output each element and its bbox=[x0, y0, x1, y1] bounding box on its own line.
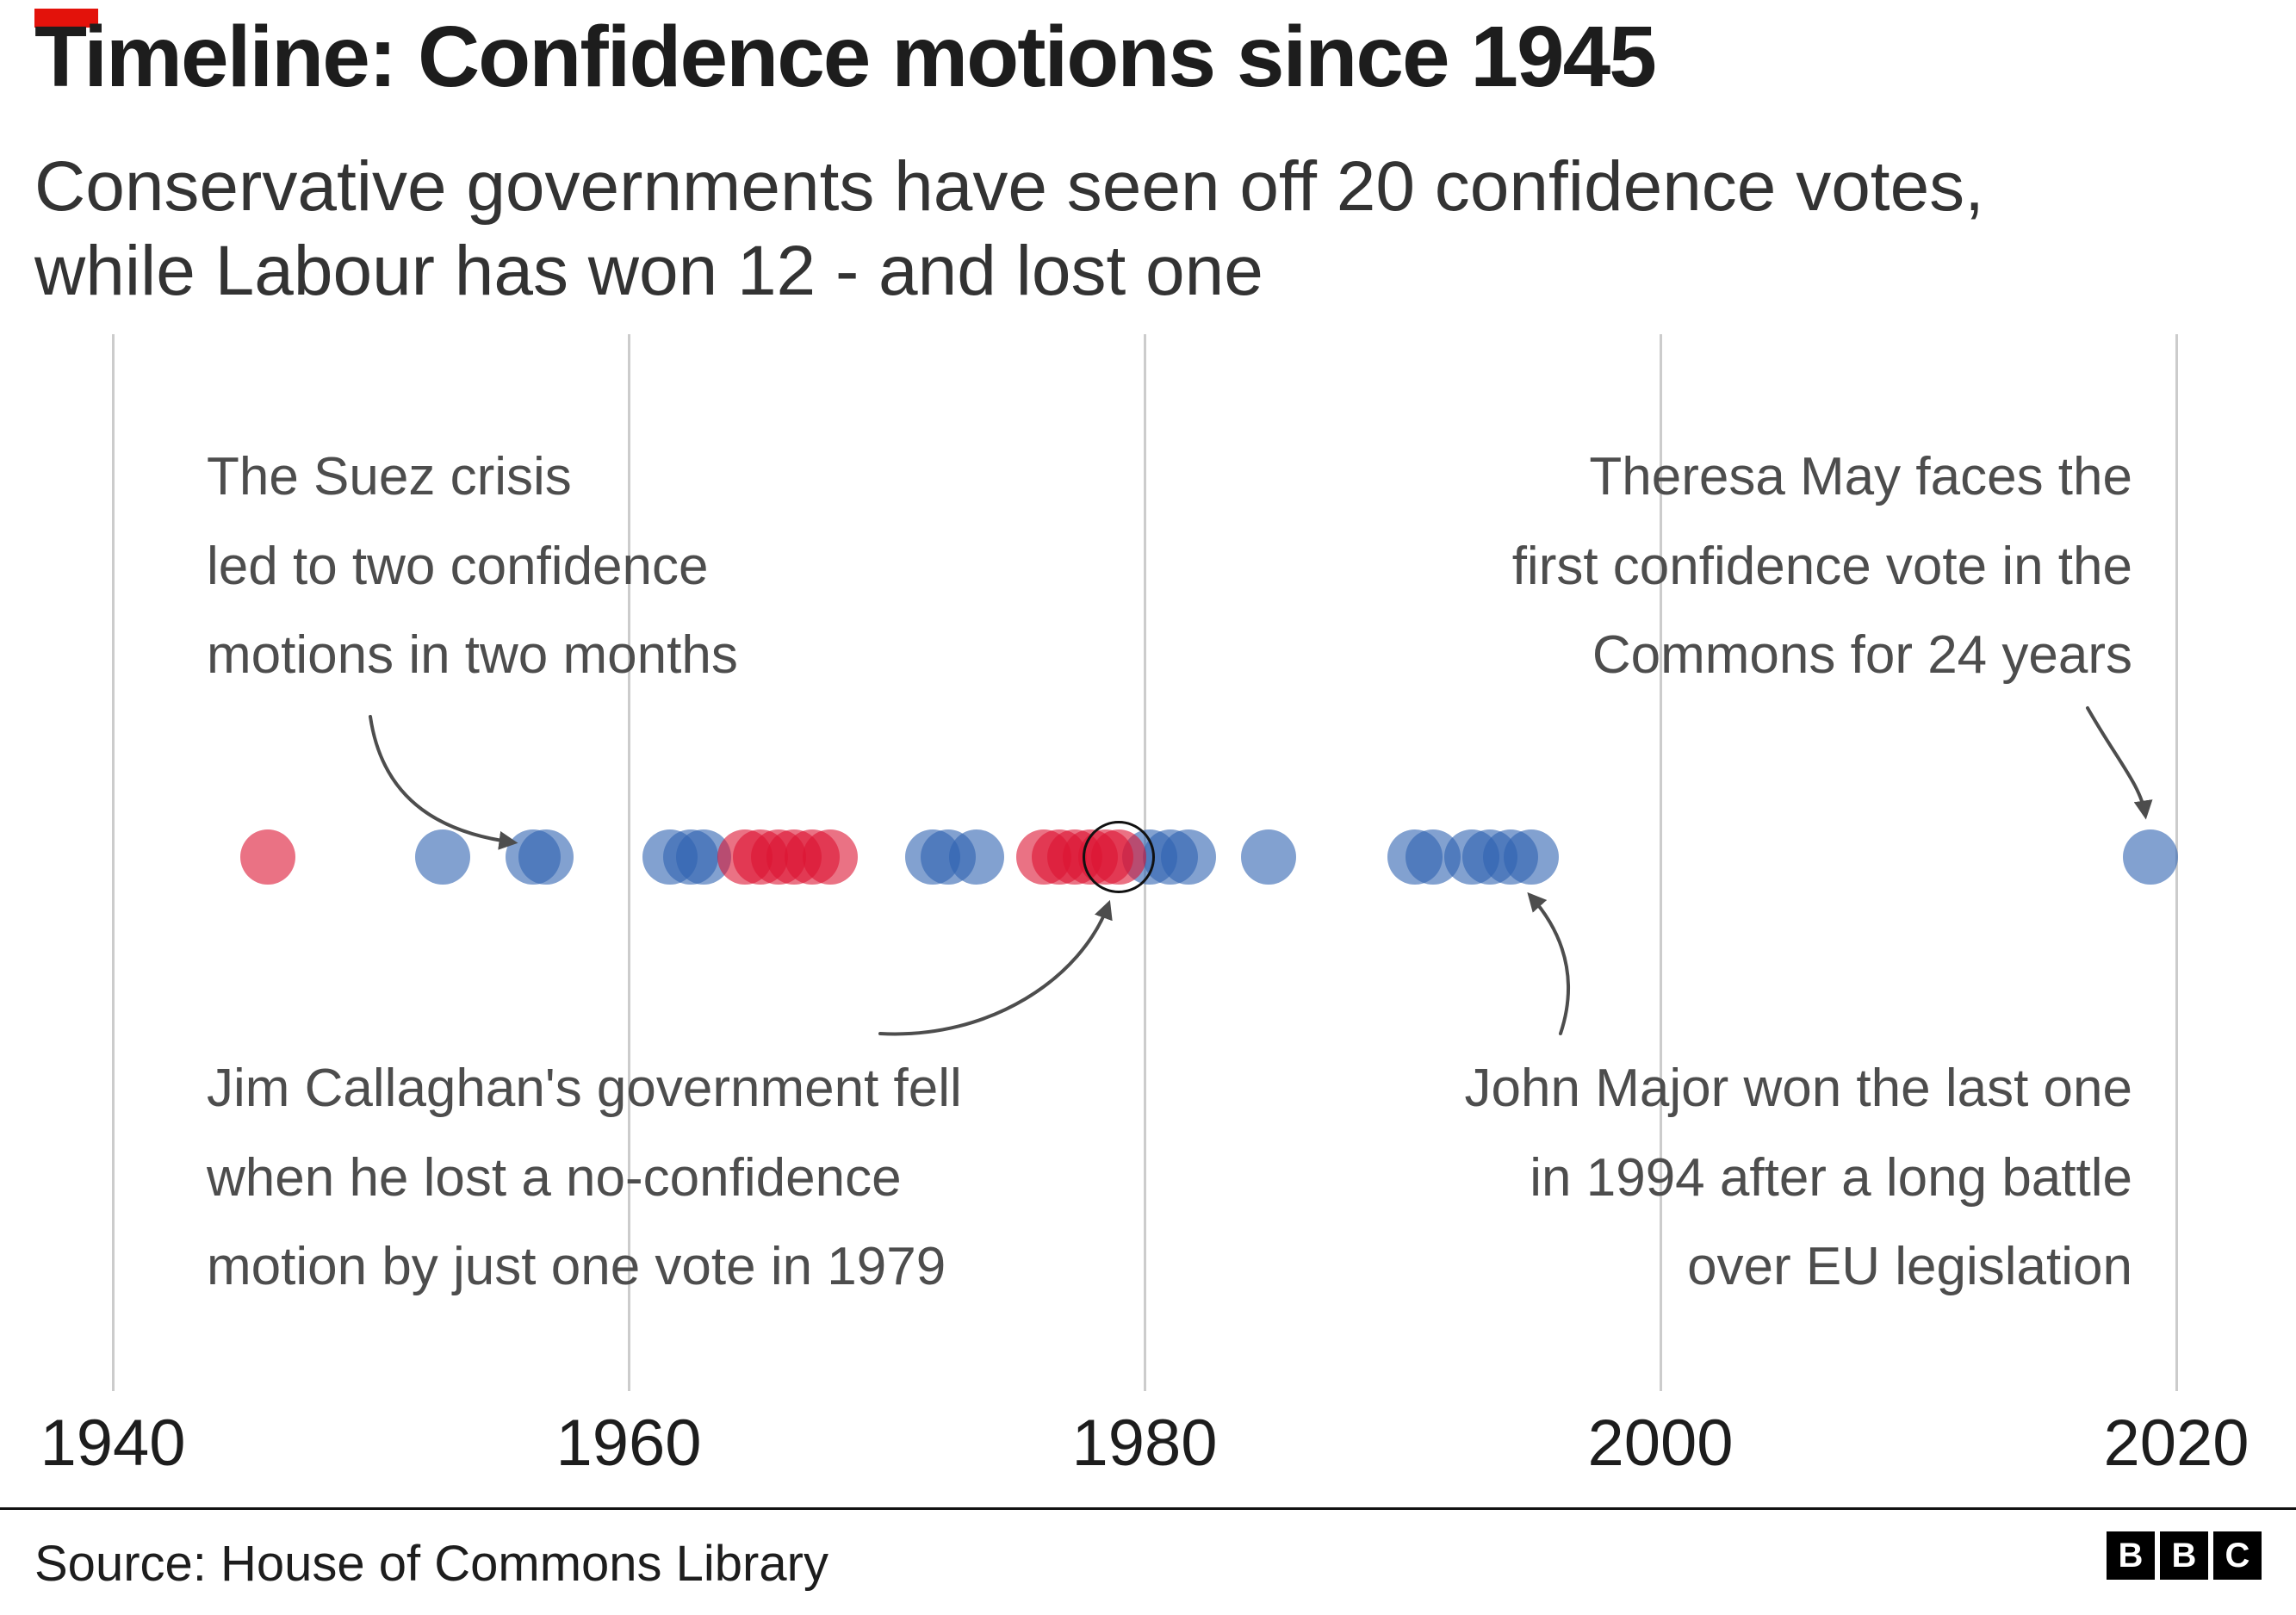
annotation-suez-line-3: motions in two months bbox=[207, 625, 738, 686]
x-tick-label-1940: 1940 bbox=[40, 1407, 186, 1480]
callaghan-arrow bbox=[878, 899, 1113, 1036]
annotation-john-major-line-2: in 1994 after a long battle bbox=[1530, 1147, 2132, 1208]
x-tick-label-2020: 2020 bbox=[2103, 1407, 2249, 1480]
annotation-callaghan: Jim Callaghan's government fell when he … bbox=[207, 1044, 962, 1312]
chart-title: Timeline: Confidence motions since 1945 bbox=[34, 9, 1657, 105]
annotation-suez: The Suez crisis led to two confidence mo… bbox=[207, 432, 738, 700]
x-tick-label-1980: 1980 bbox=[1071, 1407, 1218, 1480]
chart-subtitle: Conservative governments have seen off 2… bbox=[34, 145, 2265, 314]
footer-divider bbox=[0, 1507, 2296, 1510]
annotation-theresa-may: Theresa May faces the first confidence v… bbox=[1512, 432, 2132, 700]
bbc-logo-block-b1: B bbox=[2107, 1531, 2155, 1580]
annotation-theresa-may-line-1: Theresa May faces the bbox=[1589, 447, 2132, 506]
lost-motion-ring bbox=[1083, 821, 1156, 893]
chart-subtitle-line-2: while Labour has won 12 - and lost one bbox=[34, 232, 1263, 311]
data-point-1985 bbox=[1240, 829, 1296, 885]
bbc-logo-block-c: C bbox=[2213, 1531, 2262, 1580]
x-tick-label-2000: 2000 bbox=[1587, 1407, 1734, 1480]
data-point-1957 bbox=[518, 829, 574, 885]
bbc-logo: B B C bbox=[2107, 1531, 2262, 1580]
data-point-1946 bbox=[239, 829, 295, 885]
annotation-john-major-line-3: over EU legislation bbox=[1687, 1237, 2132, 1297]
gridline-1940 bbox=[111, 334, 115, 1391]
x-tick-label-1960: 1960 bbox=[555, 1407, 702, 1480]
data-point-1982 bbox=[1160, 829, 1216, 885]
data-point-1953 bbox=[415, 829, 471, 885]
annotation-theresa-may-line-3: Commons for 24 years bbox=[1592, 625, 2132, 686]
annotation-callaghan-line-3: motion by just one vote in 1979 bbox=[207, 1237, 946, 1297]
bbc-logo-block-b2: B bbox=[2160, 1531, 2208, 1580]
data-point-2019 bbox=[2123, 829, 2179, 885]
brand-accent-bar bbox=[34, 9, 98, 28]
suez-arrow bbox=[369, 715, 518, 850]
data-point-1974 bbox=[949, 829, 1005, 885]
data-point-1968 bbox=[802, 829, 858, 885]
annotation-callaghan-line-2: when he lost a no-confidence bbox=[207, 1147, 902, 1208]
chart-subtitle-line-1: Conservative governments have seen off 2… bbox=[34, 147, 1984, 226]
annotation-theresa-may-line-2: first confidence vote in the bbox=[1511, 536, 2132, 596]
source-label: Source: House of Commons Library bbox=[34, 1536, 828, 1592]
data-point-1995 bbox=[1504, 829, 1560, 885]
annotation-john-major-line-1: John Major won the last one bbox=[1464, 1059, 2132, 1118]
john-major-arrow bbox=[1527, 891, 1570, 1035]
gridline-2000 bbox=[1659, 334, 1662, 1391]
annotation-callaghan-line-1: Jim Callaghan's government fell bbox=[207, 1059, 962, 1118]
gridline-1960 bbox=[627, 334, 630, 1391]
annotation-suez-line-1: The Suez crisis bbox=[207, 447, 572, 506]
annotation-suez-line-2: led to two confidence bbox=[207, 536, 709, 596]
theresa-may-arrow bbox=[2086, 706, 2153, 820]
annotation-john-major: John Major won the last one in 1994 afte… bbox=[1465, 1044, 2132, 1312]
